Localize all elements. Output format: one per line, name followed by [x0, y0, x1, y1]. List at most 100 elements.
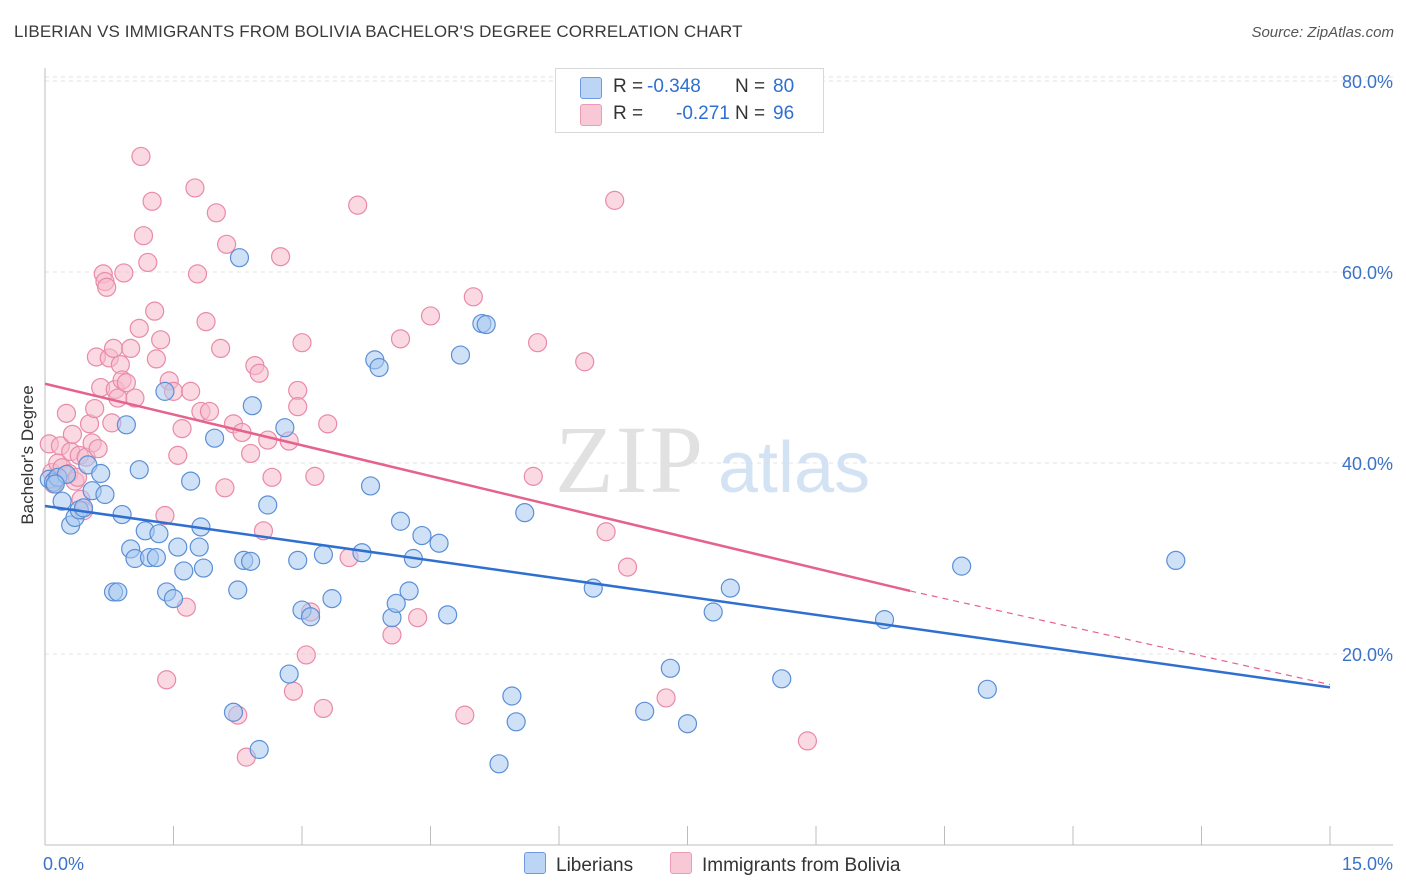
data-point-liberians: [174, 561, 194, 581]
y-tick-label: 40.0%: [1342, 454, 1393, 474]
liberians-legend-swatch: [524, 852, 546, 874]
data-point-bolivia: [305, 466, 325, 486]
data-point-bolivia: [103, 338, 124, 358]
data-point-liberians: [149, 524, 169, 544]
data-point-liberians: [45, 474, 65, 494]
bottom-legend-liberians: Liberians: [524, 852, 633, 877]
data-point-liberians: [703, 602, 723, 622]
data-point-bolivia: [125, 388, 145, 408]
data-point-liberians: [438, 605, 458, 625]
data-point-liberians: [450, 345, 471, 365]
y-tick-label: 80.0%: [1342, 72, 1393, 92]
data-point-bolivia: [527, 333, 548, 353]
liberians-swatch: [580, 77, 602, 99]
data-point-liberians: [189, 537, 209, 557]
data-point-bolivia: [56, 403, 77, 423]
data-point-bolivia: [348, 195, 368, 215]
data-point-bolivia: [596, 522, 616, 542]
data-point-liberians: [223, 702, 244, 722]
data-point-bolivia: [133, 226, 154, 246]
tick-labels: 20.0% 40.0% 60.0% 80.0% 0.0% 15.0%: [43, 72, 1393, 874]
data-point-bolivia: [288, 397, 308, 417]
data-point-liberians: [181, 471, 201, 491]
data-point-liberians: [52, 491, 72, 511]
data-point-bolivia: [138, 252, 158, 273]
data-point-liberians: [279, 664, 299, 684]
watermark-atlas: atlas: [718, 428, 870, 508]
data-point-liberians: [112, 504, 132, 525]
data-point-bolivia: [217, 234, 237, 254]
data-point-bolivia: [157, 670, 177, 690]
watermark: ZIP atlas: [555, 406, 870, 513]
trendline-liberians: [44, 504, 1331, 689]
data-point-liberians: [91, 463, 111, 484]
data-point-bolivia: [196, 312, 216, 332]
data-point-bolivia: [262, 467, 282, 487]
data-point-liberians: [155, 381, 175, 401]
data-point-bolivia: [656, 688, 676, 708]
trend-lines: [44, 382, 1331, 689]
data-point-bolivia: [85, 398, 105, 419]
data-point-bolivia: [318, 414, 338, 434]
data-point-bolivia: [270, 247, 291, 267]
data-point-bolivia: [617, 557, 638, 577]
data-point-liberians: [258, 495, 278, 515]
data-point-bolivia: [129, 318, 149, 338]
data-point-bolivia: [145, 301, 165, 321]
data-point-liberians: [313, 545, 334, 565]
x-tick-label: 15.0%: [1342, 854, 1393, 874]
data-point-liberians: [129, 460, 149, 480]
data-point-liberians: [116, 415, 136, 435]
correlation-legend: R = -0.348 N = 80 R = -0.271 N = 96: [555, 68, 824, 133]
data-point-bolivia: [463, 287, 483, 307]
data-point-bolivia: [258, 430, 278, 450]
data-point-bolivia: [121, 338, 141, 358]
data-point-liberians: [229, 248, 250, 268]
data-point-bolivia: [185, 178, 205, 198]
data-point-liberians: [772, 669, 792, 689]
data-point-bolivia: [199, 401, 220, 422]
data-point-liberians: [399, 581, 419, 601]
data-point-liberians: [249, 739, 269, 760]
data-point-liberians: [288, 550, 308, 571]
data-point-liberians: [386, 593, 406, 613]
data-point-bolivia: [241, 443, 261, 464]
watermark-zip: ZIP: [555, 406, 705, 513]
data-point-liberians: [429, 533, 449, 553]
data-point-bolivia: [142, 191, 162, 211]
data-point-liberians: [360, 476, 381, 496]
data-point-liberians: [322, 589, 342, 609]
y-tick-label: 60.0%: [1342, 263, 1393, 283]
r-label: R =: [613, 76, 644, 97]
n-value: 80: [773, 76, 795, 97]
n-value: 96: [773, 103, 795, 124]
data-point-liberians: [300, 607, 321, 627]
bottom-legend-bolivia: Immigrants from Bolivia: [670, 852, 901, 877]
data-point-bolivia: [114, 263, 134, 283]
data-point-liberians: [168, 537, 188, 557]
data-point-liberians: [241, 551, 261, 571]
source-credit: Source: ZipAtlas.com: [1251, 24, 1394, 41]
data-point-liberians: [163, 589, 184, 609]
data-point-liberians: [390, 511, 411, 531]
data-point-bolivia: [288, 380, 308, 401]
data-point-bolivia: [605, 190, 625, 210]
data-point-liberians: [720, 578, 740, 598]
data-point-bolivia: [88, 439, 108, 459]
trendline-bolivia: [44, 382, 911, 593]
data-point-bolivia: [181, 381, 201, 401]
series-liberians-points: [39, 248, 1186, 774]
data-point-bolivia: [146, 349, 166, 369]
trendline-bolivia-extension: [910, 590, 1331, 686]
data-point-bolivia: [523, 466, 543, 486]
data-point-bolivia: [249, 363, 269, 383]
data-point-liberians: [95, 484, 115, 505]
data-point-liberians: [242, 396, 262, 416]
data-point-bolivia: [206, 203, 226, 223]
data-point-liberians: [515, 503, 535, 523]
data-point-liberians: [952, 556, 972, 576]
data-point-bolivia: [283, 681, 304, 701]
data-point-bolivia: [172, 419, 192, 439]
data-point-bolivia: [97, 277, 117, 297]
data-point-liberians: [489, 754, 509, 774]
